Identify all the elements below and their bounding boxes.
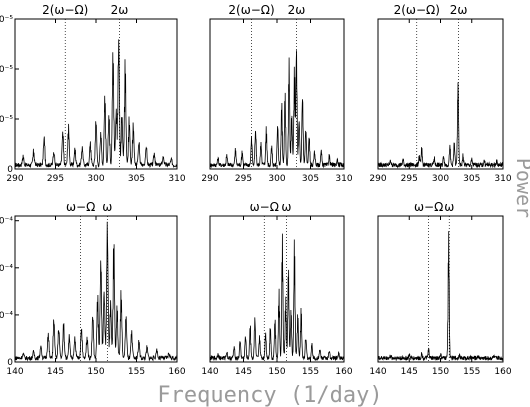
bottom-left-frame (14, 215, 178, 363)
top-left-series-line (14, 39, 178, 169)
top-right-xtick-label: 290 (369, 174, 386, 184)
bottom-left-xtick-label: 155 (128, 367, 145, 377)
bottom-right-xtick-label: 160 (494, 367, 511, 377)
top-left-xtick-label: 310 (168, 174, 185, 184)
bottom-right-frame (377, 215, 504, 363)
bottom-right-xtick-label: 140 (369, 367, 386, 377)
top-right-annotation-left: 2(ω−Ω) (394, 3, 440, 17)
top-middle-annotation-left: 2(ω−Ω) (228, 3, 274, 17)
top-right-xtick-label: 310 (494, 174, 511, 184)
bottom-left-ytick-label: 2×10⁻⁴ (0, 264, 13, 274)
bottom-right-xtick-label: 155 (463, 367, 480, 377)
top-left-ytick-label: 3×10⁻⁵ (0, 15, 13, 25)
bottom-right-annotation-right: ω (444, 200, 454, 214)
bottom-left-series-line (14, 221, 178, 362)
bottom-left-xtick-label: 150 (87, 367, 104, 377)
bottom-right-series-line (377, 231, 504, 362)
bottom-middle-annotation-left: ω−Ω (250, 200, 279, 214)
top-left-ytick-label: 2×10⁻⁵ (0, 65, 13, 75)
top-left-ytick-label: 0 (7, 165, 13, 175)
bottom-right-xtick-label: 145 (401, 367, 418, 377)
top-left-xtick-label: 295 (47, 174, 64, 184)
x-axis-title: Frequency (1/day) (157, 383, 382, 407)
top-right-annotation-right: 2ω (450, 3, 468, 17)
bottom-left-xtick-label: 145 (47, 367, 64, 377)
top-right-xtick-label: 305 (463, 174, 480, 184)
top-left-annotation-left: 2(ω−Ω) (42, 3, 88, 17)
top-middle-annotation-right: 2ω (288, 3, 306, 17)
top-left-frame (14, 18, 178, 170)
bottom-left-ytick-label: 0 (7, 358, 13, 368)
top-right-frame (377, 18, 504, 170)
top-right-xtick-label: 295 (401, 174, 418, 184)
top-middle-xtick-label: 305 (302, 174, 319, 184)
y-axis-title: Power (512, 158, 530, 218)
top-middle-xtick-label: 300 (268, 174, 285, 184)
bottom-middle-xtick-label: 145 (235, 367, 252, 377)
bottom-middle-xtick-label: 150 (268, 367, 285, 377)
bottom-right-xtick-label: 150 (432, 367, 449, 377)
bottom-right-annotation-left: ω−Ω (414, 200, 443, 214)
bottom-left-ytick-label: 3×10⁻⁴ (0, 217, 13, 227)
bottom-middle-frame (209, 215, 345, 363)
top-middle-xtick-label: 310 (335, 174, 352, 184)
top-right-xtick-label: 300 (432, 174, 449, 184)
top-middle-series-line (209, 50, 345, 169)
top-left-xtick-label: 290 (6, 174, 23, 184)
bottom-middle-xtick-label: 160 (335, 367, 352, 377)
bottom-left-annotation-left: ω−Ω (66, 200, 95, 214)
top-middle-xtick-label: 295 (235, 174, 252, 184)
top-right-series-line (377, 82, 504, 169)
bottom-left-xtick-label: 140 (6, 367, 23, 377)
bottom-middle-annotation-right: ω (281, 200, 291, 214)
bottom-left-annotation-right: ω (102, 200, 112, 214)
bottom-middle-xtick-label: 155 (302, 367, 319, 377)
top-middle-xtick-label: 290 (201, 174, 218, 184)
top-left-annotation-right: 2ω (111, 3, 129, 17)
top-left-ytick-label: 10⁻⁵ (0, 115, 13, 125)
bottom-left-ytick-label: 10⁻⁴ (0, 311, 13, 321)
top-left-xtick-label: 300 (87, 174, 104, 184)
bottom-left-xtick-label: 160 (168, 367, 185, 377)
top-left-xtick-label: 305 (128, 174, 145, 184)
bottom-middle-xtick-label: 140 (201, 367, 218, 377)
bottom-middle-series-line (209, 233, 345, 362)
